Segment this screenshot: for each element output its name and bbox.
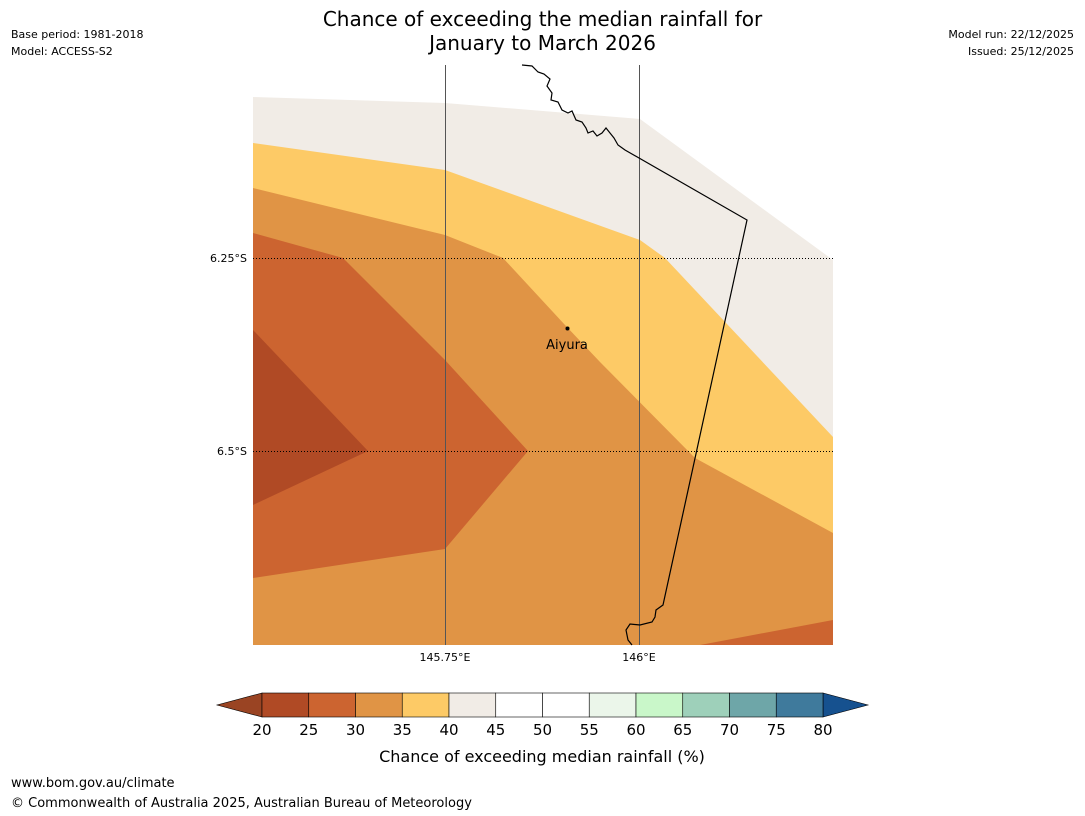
base-period: Base period: 1981-2018: [11, 28, 144, 41]
title-line-2: January to March 2026: [429, 31, 656, 55]
lon-label-146: 146°E: [622, 651, 655, 664]
colorbar-tick-label: 70: [720, 721, 739, 739]
colorbar-segment: [355, 692, 403, 718]
colorbar-segment: [448, 692, 497, 718]
colorbar-tick-label: 50: [533, 721, 552, 739]
colorbar-extend-high: [822, 692, 870, 718]
aiyura-marker[interactable]: Aiyura: [546, 326, 588, 354]
probability-regions: [253, 97, 833, 645]
colorbar-segment: [308, 692, 356, 718]
issued-date: Issued: 25/12/2025: [967, 45, 1074, 58]
colorbar-tick-label: 45: [486, 721, 505, 739]
colorbar-tick-label: 80: [813, 721, 832, 739]
colorbar-segment: [495, 692, 543, 718]
metadata-right: Model run: 22/12/2025 Issued: 25/12/2025: [948, 26, 1074, 60]
map-title: Chance of exceeding the median rainfall …: [0, 7, 1085, 55]
lat-label-6-5: 6.5°S: [217, 445, 247, 458]
colorbar-segment: [401, 692, 450, 718]
lat-label-6-25: 6.25°S: [210, 252, 247, 265]
region-25-30: [253, 233, 528, 578]
colorbar-extend-low: [215, 692, 263, 718]
colorbar-tick-label: 40: [439, 721, 458, 739]
footer-url[interactable]: www.bom.gov.au/climate: [11, 776, 175, 791]
province-boundary: [521, 64, 748, 646]
colorbar-segment: [542, 692, 590, 718]
metadata-left: Base period: 1981-2018 Model: ACCESS-S2: [11, 26, 143, 60]
colorbar-tick-label: 20: [252, 721, 271, 739]
colorbar-segment: [261, 692, 310, 718]
colorbar-tick-label: 75: [767, 721, 786, 739]
colorbar-tick-label: 55: [580, 721, 599, 739]
colorbar-segment: [682, 692, 730, 718]
colorbar-label: Chance of exceeding median rainfall (%): [379, 747, 705, 766]
region-20-25: [253, 330, 368, 505]
aiyura-dot[interactable]: [565, 326, 570, 331]
colorbar-segment: [588, 692, 637, 718]
colorbar-tick-label: 35: [393, 721, 412, 739]
graticule: [253, 65, 833, 645]
lon-label-145-75: 145.75°E: [420, 651, 471, 664]
model-name: Model: ACCESS-S2: [11, 45, 113, 58]
colorbar-segment: [729, 692, 777, 718]
axis-labels: 6.25°S 6.5°S 145.75°E 146°E: [210, 252, 656, 664]
colorbar-tick-label: 65: [673, 721, 692, 739]
title-line-1: Chance of exceeding the median rainfall …: [322, 7, 763, 31]
colorbar-segment: [635, 692, 684, 718]
region-25-30-se: [700, 620, 833, 645]
model-run: Model run: 22/12/2025: [948, 28, 1074, 41]
colorbar-tick-label: 30: [346, 721, 365, 739]
colorbar-tick-label: 25: [299, 721, 318, 739]
aiyura-label: Aiyura: [546, 338, 588, 353]
footer-copyright: © Commonwealth of Australia 2025, Austra…: [11, 796, 472, 811]
colorbar-segment: [775, 692, 824, 718]
colorbar-tick-label: 60: [626, 721, 645, 739]
colorbar: 20 25 30 35 40 45 50 55 60 65 70 75 80: [215, 692, 870, 739]
